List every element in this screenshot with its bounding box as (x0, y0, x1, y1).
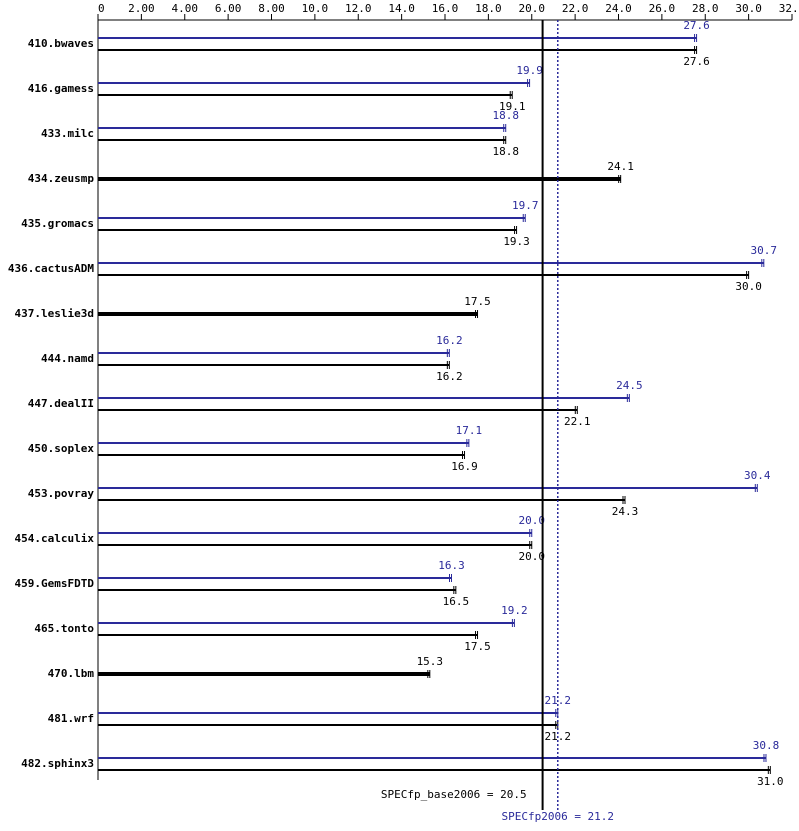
value-label: 30.8 (753, 739, 780, 752)
value-label: 16.2 (436, 334, 463, 347)
bar (98, 769, 771, 771)
x-tick-label: 20.0 (519, 2, 546, 15)
bar (98, 532, 532, 534)
value-label: 27.6 (683, 19, 710, 32)
bar (98, 409, 578, 411)
bar (98, 139, 506, 141)
bar (98, 229, 517, 231)
value-label: 30.0 (735, 280, 762, 293)
category-label: 453.povray (28, 487, 95, 500)
value-label: 22.1 (564, 415, 591, 428)
category-label: 416.gamess (28, 82, 94, 95)
category-label: 470.lbm (48, 667, 95, 680)
bar (98, 177, 621, 181)
value-label: 17.1 (456, 424, 483, 437)
x-tick-label: 0 (98, 2, 105, 15)
category-label: 437.leslie3d (15, 307, 94, 320)
x-tick-label: 16.0 (432, 2, 459, 15)
value-label: 30.4 (744, 469, 771, 482)
reference-label: SPECfp2006 = 21.2 (501, 810, 614, 823)
value-label: 24.1 (607, 160, 634, 173)
bar (98, 262, 764, 264)
x-tick-label: 8.00 (258, 2, 285, 15)
reference-label: SPECfp_base2006 = 20.5 (381, 788, 527, 801)
bar (98, 487, 758, 489)
bar (98, 442, 469, 444)
bar (98, 49, 697, 51)
bar (98, 499, 626, 501)
bar (98, 397, 630, 399)
x-tick-label: 14.0 (388, 2, 415, 15)
bar (98, 274, 749, 276)
category-label: 433.milc (41, 127, 94, 140)
value-label: 16.5 (443, 595, 470, 608)
category-label: 482.sphinx3 (21, 757, 94, 770)
x-tick-label: 30.0 (735, 2, 762, 15)
value-label: 16.3 (438, 559, 465, 572)
value-label: 20.0 (519, 550, 546, 563)
bar (98, 217, 526, 219)
value-label: 27.6 (683, 55, 710, 68)
value-label: 17.5 (464, 295, 491, 308)
value-label: 30.7 (751, 244, 778, 257)
value-label: 19.7 (512, 199, 539, 212)
value-label: 19.3 (503, 235, 530, 248)
value-label: 15.3 (417, 655, 444, 668)
bar (98, 352, 450, 354)
category-label: 454.calculix (15, 532, 95, 545)
value-label: 19.2 (501, 604, 528, 617)
bar (98, 37, 697, 39)
value-label: 19.1 (499, 100, 526, 113)
bar (98, 127, 506, 129)
bar (98, 724, 558, 726)
x-tick-label: 2.00 (128, 2, 155, 15)
bar (98, 577, 452, 579)
bar (98, 312, 478, 316)
category-label: 436.cactusADM (8, 262, 94, 275)
x-tick-label: 10.0 (302, 2, 329, 15)
bar (98, 712, 558, 714)
bar (98, 757, 766, 759)
x-tick-label: 24.0 (605, 2, 632, 15)
bar (98, 622, 515, 624)
value-label: 18.8 (492, 145, 519, 158)
value-label: 20.0 (519, 514, 546, 527)
bar (98, 364, 450, 366)
bar (98, 454, 465, 456)
bar (98, 589, 456, 591)
category-label: 450.soplex (28, 442, 95, 455)
bar (98, 94, 513, 96)
category-label: 434.zeusmp (28, 172, 95, 185)
category-label: 410.bwaves (28, 37, 94, 50)
value-label: 16.9 (451, 460, 478, 473)
category-label: 459.GemsFDTD (15, 577, 95, 590)
x-tick-label: 26.0 (649, 2, 676, 15)
x-tick-label: 4.00 (172, 2, 199, 15)
bar (98, 544, 532, 546)
x-tick-label: 28.0 (692, 2, 719, 15)
category-label: 447.dealII (28, 397, 94, 410)
value-label: 17.5 (464, 640, 491, 653)
category-label: 465.tonto (34, 622, 94, 635)
value-label: 19.9 (516, 64, 543, 77)
bar (98, 82, 530, 84)
x-tick-label: 32.0 (779, 2, 799, 15)
x-tick-label: 6.00 (215, 2, 242, 15)
value-label: 24.3 (612, 505, 639, 518)
value-label: 24.5 (616, 379, 643, 392)
bar (98, 672, 430, 676)
x-tick-label: 18.0 (475, 2, 502, 15)
value-label: 16.2 (436, 370, 463, 383)
category-label: 444.namd (41, 352, 94, 365)
x-tick-label: 12.0 (345, 2, 372, 15)
value-label: 18.8 (492, 109, 519, 122)
category-label: 481.wrf (48, 712, 94, 725)
bar (98, 634, 478, 636)
category-label: 435.gromacs (21, 217, 94, 230)
x-tick-label: 22.0 (562, 2, 589, 15)
value-label: 31.0 (757, 775, 784, 788)
